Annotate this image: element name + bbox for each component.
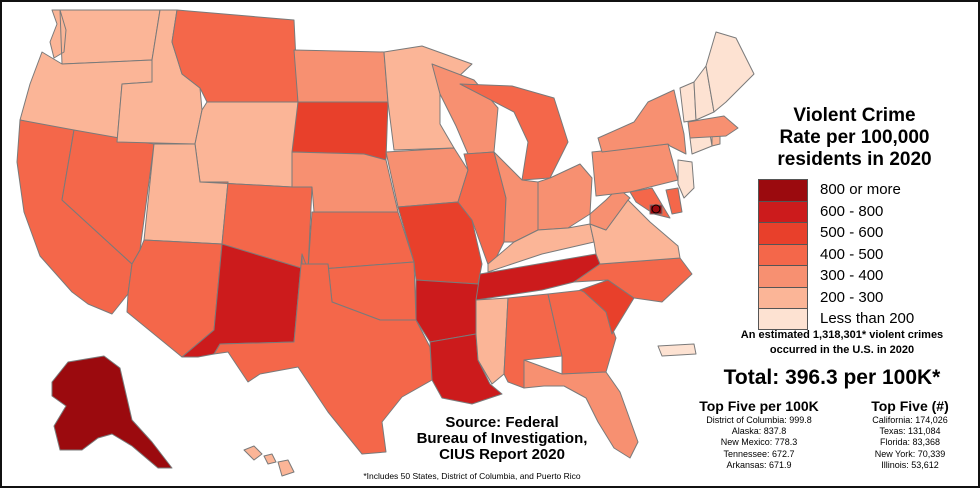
state-alaska — [51, 355, 173, 469]
state-kansas — [307, 211, 415, 271]
top-five-count: Top Five (#) California: 174,026 Texas: … — [854, 398, 966, 471]
legend-label: 200 - 300 — [820, 288, 884, 306]
source-line-3: CIUS Report 2020 — [439, 446, 565, 463]
legend-title: Violent Crime Rate per 100,000 residents… — [762, 105, 947, 171]
legend: 800 or more 600 - 800 500 - 600 400 - 50… — [758, 179, 958, 330]
top-five-per-100k-item: Arkansas: 671.9 — [726, 459, 792, 470]
top-five-count-item: Illinois: 53,612 — [881, 459, 939, 470]
legend-label: 400 - 500 — [820, 245, 884, 263]
legend-swatch — [758, 243, 808, 265]
state-hawaii — [243, 445, 295, 477]
dc-marker — [651, 204, 661, 214]
footnote: *Includes 50 States, District of Columbi… — [363, 471, 581, 481]
legend-row: 200 - 300 — [758, 286, 958, 308]
legend-row: 600 - 800 — [758, 200, 958, 222]
top-five-per-100k-item: New Mexico: 778.3 — [720, 437, 798, 448]
legend-row: Less than 200 — [758, 308, 958, 330]
total-rate: Total: 396.3 per 100K* — [723, 366, 941, 389]
legend-row: 500 - 600 — [758, 222, 958, 244]
legend-swatch — [758, 200, 808, 222]
top-five-per-100k-item: Alaska: 837.8 — [731, 426, 787, 437]
legend-title-line-2: Rate per 100,000 — [779, 127, 930, 148]
top-five-per-100k-heading: Top Five per 100K — [699, 398, 819, 414]
top-five-count-item: New York: 70,339 — [874, 448, 946, 459]
state-texas — [213, 253, 433, 455]
state-new-york — [597, 89, 687, 155]
state-north-dakota — [293, 49, 389, 103]
top-five-per-100k: Top Five per 100K District of Columbia: … — [674, 398, 844, 471]
top-five-count-item: Florida: 83,368 — [879, 437, 941, 448]
legend-label: 800 or more — [820, 181, 901, 199]
legend-swatch — [758, 222, 808, 244]
estimate-line-1: An estimated 1,318,301* violent crimes — [740, 329, 944, 341]
legend-label: 500 - 600 — [820, 224, 884, 242]
state-delaware — [665, 187, 683, 215]
state-iowa — [385, 147, 469, 208]
legend-row: 800 or more — [758, 179, 958, 201]
state-south-dakota — [291, 101, 389, 161]
state-wyoming — [194, 101, 299, 188]
top-five-count-item: Texas: 131,084 — [879, 426, 941, 437]
legend-swatch — [758, 308, 808, 330]
legend-swatch — [758, 265, 808, 287]
legend-row: 300 - 400 — [758, 265, 958, 287]
source-line-1: Source: Federal — [445, 414, 559, 431]
legend-label: 600 - 800 — [820, 202, 884, 220]
estimate-line-2: occurred in the U.S. in 2020 — [769, 344, 915, 356]
top-five-count-heading: Top Five (#) — [871, 398, 949, 414]
source-line-2: Bureau of Investigation, — [416, 430, 588, 447]
legend-label: Less than 200 — [820, 310, 915, 328]
legend-title-line-3: residents in 2020 — [777, 149, 932, 170]
state-vermont — [679, 81, 697, 123]
legend-swatch — [758, 179, 808, 201]
legend-swatch — [758, 286, 808, 308]
state-florida — [523, 359, 639, 459]
estimate-note: An estimated 1,318,301* violent crimes o… — [714, 328, 970, 358]
top-five-count-item: California: 174,026 — [872, 415, 948, 425]
state-puerto-rico — [657, 343, 697, 357]
top-five-per-100k-item: Tennessee: 672.7 — [723, 448, 795, 459]
legend-title-line-1: Violent Crime — [793, 105, 916, 126]
state-montana — [171, 9, 299, 103]
state-new-jersey — [677, 159, 695, 199]
state-washington — [49, 9, 161, 65]
state-massachusetts — [687, 115, 739, 139]
state-west-virginia — [589, 187, 631, 231]
legend-label: 300 - 400 — [820, 267, 884, 285]
legend-row: 400 - 500 — [758, 243, 958, 265]
state-maine — [705, 31, 755, 113]
source-credit: Source: Federal Bureau of Investigation,… — [402, 415, 602, 463]
top-five-per-100k-item: District of Columbia: 999.8 — [706, 415, 812, 425]
